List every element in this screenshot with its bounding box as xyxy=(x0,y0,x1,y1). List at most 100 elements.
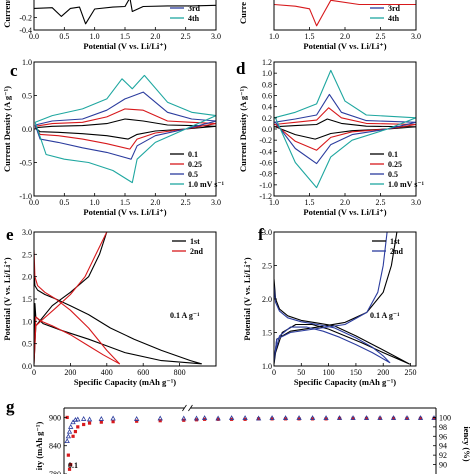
capacity-point-20 xyxy=(270,417,274,421)
efficiency-point-0 xyxy=(64,438,70,443)
y-axis-label-a: Current xyxy=(2,0,12,28)
efficiency-point-30 xyxy=(404,415,410,420)
x-tick-label-f-3: 150 xyxy=(350,368,362,377)
legend-entry-d-1: 0.25 xyxy=(388,160,402,169)
x-tick-label-b-4: 3.0 xyxy=(411,32,421,41)
x-tick-label-b-1: 1.5 xyxy=(305,32,315,41)
efficiency-point-6 xyxy=(75,416,81,422)
x-tick-label-f-1: 50 xyxy=(297,368,305,377)
x-tick-label-c-1: 0.5 xyxy=(59,198,69,207)
x-tick-label-d-0: 1.0 xyxy=(269,198,279,207)
y-tick-label-d-4: 0.4 xyxy=(262,103,272,112)
efficiency-point-20 xyxy=(269,415,275,420)
x-tick-label-b-0: 1.0 xyxy=(269,32,279,41)
x-tick-label-e-3: 600 xyxy=(137,368,149,377)
axis-break-gap xyxy=(184,405,191,411)
efficiency-point-13 xyxy=(181,415,187,421)
capacity-point-26 xyxy=(351,416,355,420)
y-axis-label-c: Current Density (A g⁻¹) xyxy=(2,86,12,172)
x-tick-label-e-2: 400 xyxy=(101,368,113,377)
y-tick-label-e-1: 0.5 xyxy=(22,340,32,349)
capacity-point-5 xyxy=(73,429,78,434)
x-tick-label-a-1: 0.5 xyxy=(59,32,69,41)
capacity-point-2 xyxy=(67,467,72,471)
panel-a: 0.0 0.5 1.0 1.5 2.0 2.5 3.0 -0.2 -0.4 Potential (… xyxy=(2,0,221,51)
y-tick-label-d-12: -1.2 xyxy=(259,192,272,201)
x-tick-label-a-0: 0.0 xyxy=(29,32,39,41)
annotation-f: 0.1 A g⁻¹ xyxy=(370,311,400,320)
x-tick-label-b-3: 2.5 xyxy=(376,32,386,41)
panel-d: 1.0 1.5 2.0 2.5 3.0 1.2 1.0 0.8 0.6 0.4 0.2 0.0 -0.2… xyxy=(236,58,425,217)
series-line-d-0 xyxy=(274,118,416,140)
y-tick-label-d-8: -0.4 xyxy=(259,147,272,156)
legend-entry-b-1: 4th xyxy=(388,14,400,23)
y-tick-label-f-3: 2.5 xyxy=(262,262,272,271)
efficiency-point-3 xyxy=(68,424,74,429)
panel-b: 1.0 1.5 2.0 2.5 3.0 Potential (V vs. Li/Li⁺) C… xyxy=(238,0,421,51)
y-axis-label-g: ity (mAh g⁻¹) xyxy=(34,422,44,471)
panel-letter-f: f xyxy=(258,225,264,244)
efficiency-point-10 xyxy=(110,415,116,421)
panel-letter-c: c xyxy=(10,61,18,80)
axis-break-mark-1 xyxy=(182,404,187,412)
y2-tick-label-g-3: 94 xyxy=(439,442,447,451)
series-line-a-0 xyxy=(34,0,216,25)
annotation-g: 0.1 xyxy=(68,461,78,470)
x-tick-label-c-2: 1.0 xyxy=(90,198,100,207)
series-line-f-1 xyxy=(274,232,391,364)
capacity-point-28 xyxy=(378,416,382,420)
efficiency-point-14 xyxy=(193,415,200,421)
y2-axis-label-g: iency (%) xyxy=(462,426,472,461)
efficiency-point-17 xyxy=(228,415,235,420)
efficiency-point-12 xyxy=(157,415,163,421)
capacity-point-0 xyxy=(65,415,69,420)
series-line-c-1 xyxy=(34,108,216,150)
y-tick-label-f-0: 1.0 xyxy=(262,362,272,371)
x-tick-label-c-6: 3.0 xyxy=(211,198,221,207)
capacity-point-9 xyxy=(99,420,103,424)
panel-c: 0.0 0.5 1.0 1.5 2.0 2.5 3.0 1.0 0.5 0.0 -0.5 -1.0 Po… xyxy=(2,58,225,217)
series-line-c-0 xyxy=(34,118,216,140)
efficiency-point-15 xyxy=(201,415,208,420)
panel-e: 0 200 400 600 800 0.0 0.5 1.0 1.5 2.0 2.5 3.0 Specif… xyxy=(2,225,217,387)
y-tick-label-f-4: 3.0 xyxy=(262,228,272,237)
y-tick-label-a-0: -0.2 xyxy=(19,14,32,23)
capacity-point-24 xyxy=(324,417,328,421)
x-tick-label-c-4: 2.0 xyxy=(150,198,160,207)
legend-entry-e-1: 2nd xyxy=(190,247,203,256)
y-tick-label-d-6: 0.0 xyxy=(262,125,272,134)
capacity-point-7 xyxy=(82,422,86,427)
y-tick-label-d-2: 0.8 xyxy=(262,80,272,89)
x-tick-label-a-2: 1.0 xyxy=(90,32,100,41)
efficiency-point-2 xyxy=(66,428,73,434)
efficiency-point-31 xyxy=(417,415,424,420)
y-tick-label-d-1: 1.0 xyxy=(262,69,272,78)
capacity-point-30 xyxy=(405,416,409,420)
y-tick-label-e-2: 1.0 xyxy=(22,317,32,326)
y-axis-label-d: Current Density (A g⁻¹) xyxy=(238,86,248,172)
x-tick-label-e-1: 200 xyxy=(64,368,76,377)
efficiency-point-8 xyxy=(86,416,93,422)
y-tick-label-e-3: 1.5 xyxy=(22,295,32,304)
capacity-point-6 xyxy=(76,425,80,429)
legend-entry-c-2: 0.5 xyxy=(188,170,198,179)
legend-entry-f-1: 2nd xyxy=(390,247,403,256)
x-tick-label-a-6: 3.0 xyxy=(211,32,221,41)
x-tick-label-a-4: 2.0 xyxy=(150,32,160,41)
efficiency-point-22 xyxy=(296,415,302,420)
panel-letter-g: g xyxy=(6,397,15,416)
x-axis-label-f: Specific Capacity (mAh g⁻¹) xyxy=(294,377,396,387)
x-tick-label-f-4: 200 xyxy=(377,368,389,377)
capacity-point-21 xyxy=(283,417,288,421)
legend-entry-f-0: 1st xyxy=(390,237,400,246)
annotation-e: 0.1 A g⁻¹ xyxy=(170,311,200,320)
capacity-point-11 xyxy=(135,419,139,423)
x-tick-label-e-0: 0 xyxy=(32,368,36,377)
legend-entry-b-0: 3rd xyxy=(388,4,401,13)
legend-entry-c-3: 1.0 mV s⁻¹ xyxy=(188,180,225,189)
y2-tick-label-g-0: 100 xyxy=(439,413,451,422)
legend-entry-d-2: 0.5 xyxy=(388,170,398,179)
x-tick-label-f-2: 100 xyxy=(323,368,335,377)
